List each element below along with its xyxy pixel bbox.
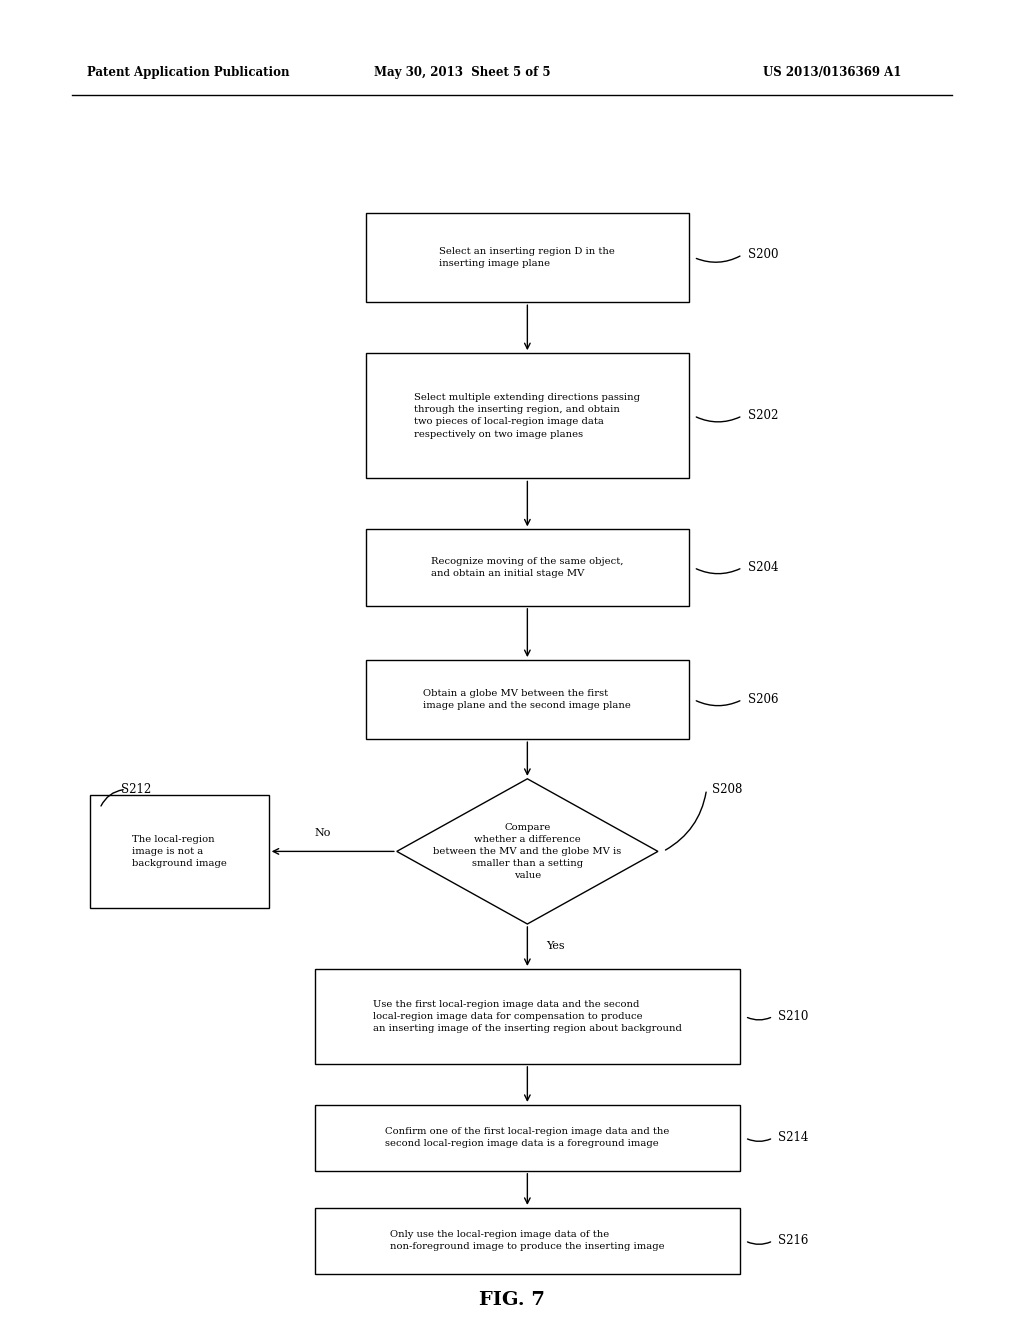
FancyBboxPatch shape: [315, 1105, 739, 1171]
Text: The local-region
image is not a
background image: The local-region image is not a backgrou…: [132, 834, 226, 869]
Text: Select multiple extending directions passing
through the inserting region, and o: Select multiple extending directions pas…: [415, 393, 640, 438]
Text: Only use the local-region image data of the
non-foreground image to produce the : Only use the local-region image data of …: [390, 1230, 665, 1251]
Text: S208: S208: [712, 783, 742, 796]
Text: S212: S212: [121, 783, 152, 796]
Text: S200: S200: [748, 248, 778, 261]
Text: Use the first local-region image data and the second
local-region image data for: Use the first local-region image data an…: [373, 999, 682, 1034]
Polygon shape: [397, 779, 658, 924]
Text: Compare
whether a difference
between the MV and the globe MV is
smaller than a s: Compare whether a difference between the…: [433, 824, 622, 879]
Text: Recognize moving of the same object,
and obtain an initial stage MV: Recognize moving of the same object, and…: [431, 557, 624, 578]
Text: Obtain a globe MV between the first
image plane and the second image plane: Obtain a globe MV between the first imag…: [423, 689, 632, 710]
Text: S202: S202: [748, 409, 778, 422]
Text: S204: S204: [748, 561, 778, 574]
FancyBboxPatch shape: [90, 795, 268, 908]
Text: Yes: Yes: [546, 941, 564, 952]
FancyBboxPatch shape: [367, 529, 689, 606]
Text: Select an inserting region D in the
inserting image plane: Select an inserting region D in the inse…: [439, 247, 615, 268]
Text: S210: S210: [778, 1010, 809, 1023]
Text: US 2013/0136369 A1: US 2013/0136369 A1: [763, 66, 901, 79]
Text: FIG. 7: FIG. 7: [479, 1291, 545, 1309]
FancyBboxPatch shape: [315, 1208, 739, 1274]
FancyBboxPatch shape: [367, 213, 689, 302]
Text: No: No: [314, 828, 331, 838]
Text: May 30, 2013  Sheet 5 of 5: May 30, 2013 Sheet 5 of 5: [374, 66, 550, 79]
FancyBboxPatch shape: [367, 352, 689, 478]
Text: Patent Application Publication: Patent Application Publication: [87, 66, 290, 79]
Text: S214: S214: [778, 1131, 809, 1144]
Text: S216: S216: [778, 1234, 809, 1247]
Text: Confirm one of the first local-region image data and the
second local-region ima: Confirm one of the first local-region im…: [385, 1127, 670, 1148]
Text: S206: S206: [748, 693, 778, 706]
FancyBboxPatch shape: [315, 969, 739, 1064]
FancyBboxPatch shape: [367, 660, 689, 739]
